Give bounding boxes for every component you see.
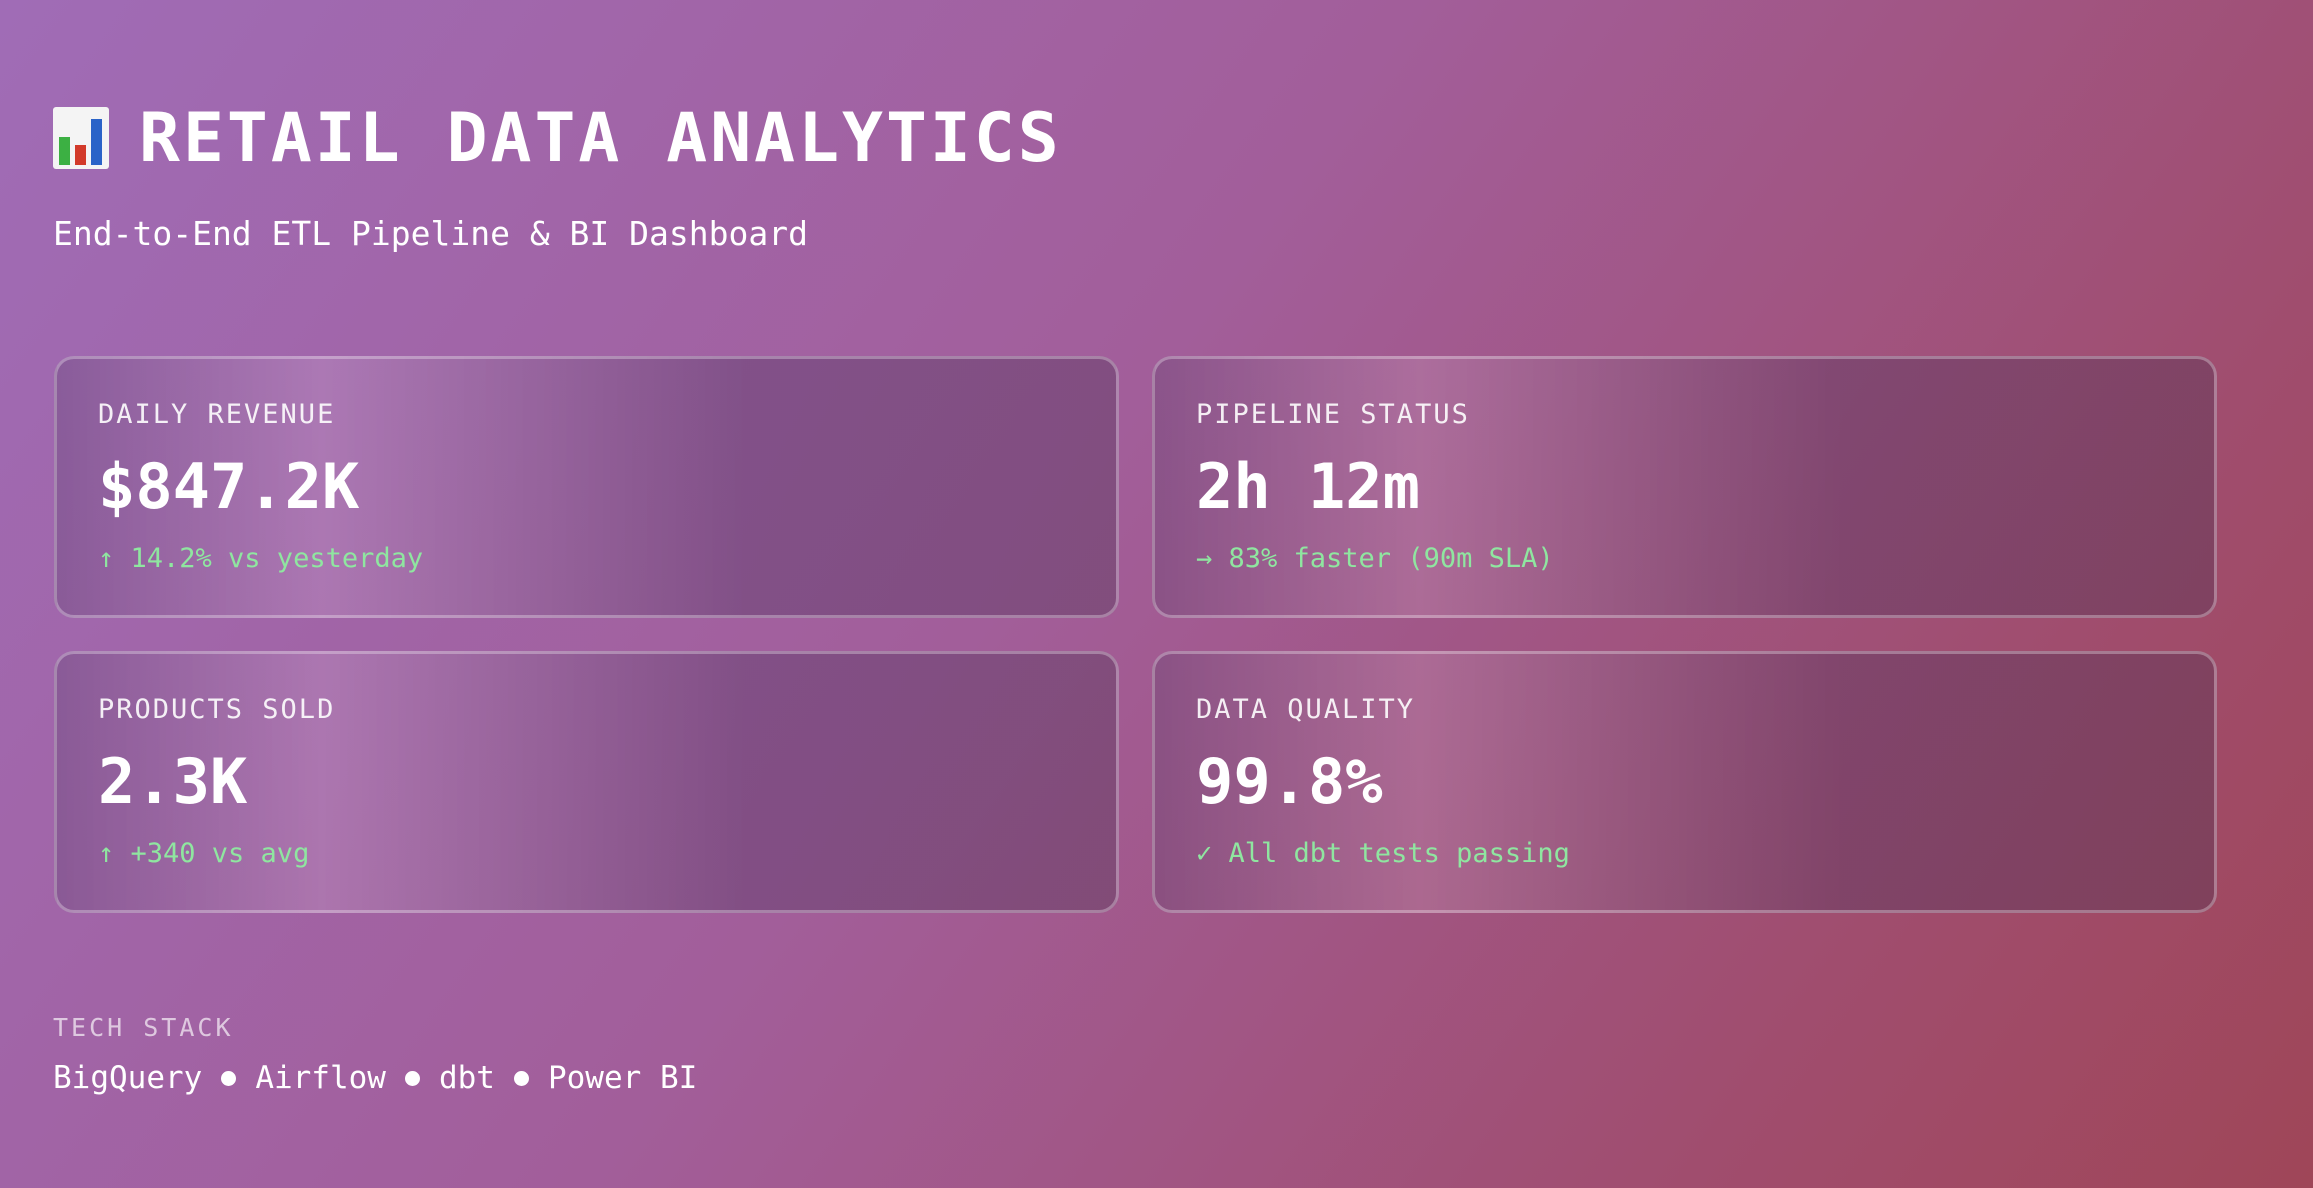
card-label: DATA QUALITY <box>1196 694 1416 725</box>
separator-dot <box>513 1070 529 1086</box>
card-value: 2.3K <box>98 745 248 818</box>
tech-item: dbt <box>438 1060 495 1096</box>
metric-card: PRODUCTS SOLD 2.3K ↑ +340 vs avg <box>54 651 1119 913</box>
title: RETAIL DATA ANALYTICS <box>139 98 1062 178</box>
card-change: ↑ +340 vs avg <box>98 838 310 869</box>
card-label: PRODUCTS SOLD <box>98 694 336 725</box>
tech-stack-label: TECH STACK <box>53 1013 234 1042</box>
separator-dot <box>221 1070 237 1086</box>
card-value: 99.8% <box>1196 745 1383 818</box>
card-change: → 83% faster (90m SLA) <box>1196 543 1554 574</box>
subtitle: End-to-End ETL Pipeline & BI Dashboard <box>53 214 808 253</box>
chart-icon <box>53 107 109 169</box>
tech-item: BigQuery <box>53 1060 203 1096</box>
card-change: ✓ All dbt tests passing <box>1196 838 1570 869</box>
metric-card: DATA QUALITY 99.8% ✓ All dbt tests passing <box>1152 651 2217 913</box>
metric-card: DAILY REVENUE $847.2K ↑ 14.2% vs yesterday <box>54 356 1119 618</box>
tech-item: Power BI <box>547 1060 698 1096</box>
card-label: DAILY REVENUE <box>98 399 336 430</box>
tech-stack: BigQuery Airflow dbt Power BI <box>53 1060 697 1096</box>
card-value: $847.2K <box>98 450 360 523</box>
card-value: 2h 12m <box>1196 450 1420 523</box>
card-label: PIPELINE STATUS <box>1196 399 1470 430</box>
header: RETAIL DATA ANALYTICS <box>53 98 1062 178</box>
card-change: ↑ 14.2% vs yesterday <box>98 543 424 574</box>
card-grid: DAILY REVENUE $847.2K ↑ 14.2% vs yesterday… <box>54 356 2217 913</box>
metric-card: PIPELINE STATUS 2h 12m → 83% faster (90m S… <box>1152 356 2217 618</box>
separator-dot <box>404 1070 420 1086</box>
tech-item: Airflow <box>255 1060 386 1096</box>
